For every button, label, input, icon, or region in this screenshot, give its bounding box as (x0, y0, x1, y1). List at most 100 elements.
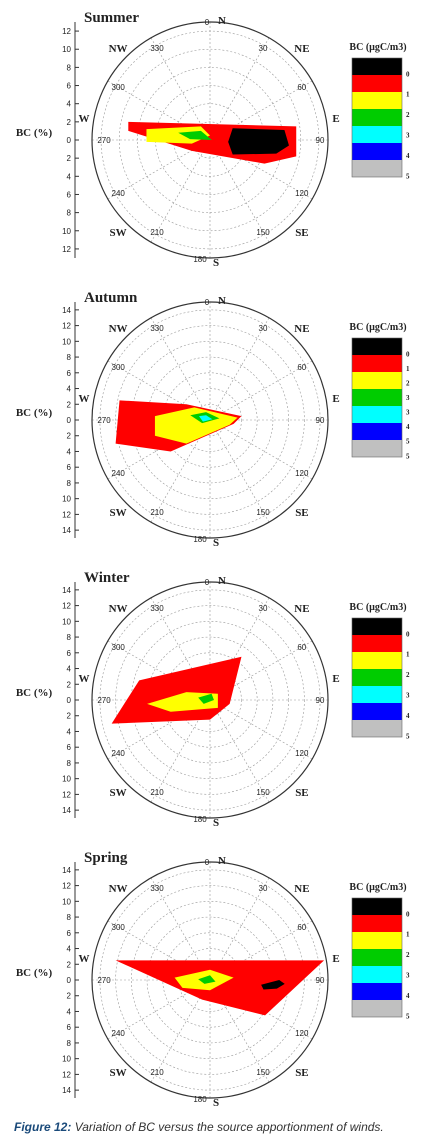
grid-ring (118, 48, 302, 232)
radial-tick-label: 4 (67, 665, 72, 674)
legend-level-label: 1 (406, 651, 410, 659)
polar-chart-summer: 0306090120150180210240270300330NNEESESSW… (16, 10, 410, 269)
radial-tick-label: 8 (67, 63, 72, 72)
radial-tick-label: 8 (67, 479, 72, 488)
data-regions (115, 960, 325, 1016)
legend-swatch (352, 652, 402, 669)
legend-swatch (352, 338, 402, 355)
angle-tick-180: 180 (193, 535, 207, 544)
angle-tick-300: 300 (112, 83, 126, 92)
angle-tick-150: 150 (256, 508, 270, 517)
angle-tick-180: 180 (193, 1095, 207, 1104)
radial-tick-label: 10 (62, 775, 71, 784)
grid-ring (131, 621, 289, 779)
direction-ne: NE (294, 883, 309, 895)
angle-tick-270: 270 (97, 976, 111, 985)
angle-tick-90: 90 (316, 136, 325, 145)
legend-level-label: 4 (406, 423, 410, 431)
chart-title: Spring (84, 850, 128, 866)
legend-swatch (352, 669, 402, 686)
angle-tick-120: 120 (295, 749, 309, 758)
region-level-3 (178, 130, 212, 140)
angle-tick-240: 240 (112, 749, 126, 758)
grid-ring (99, 309, 321, 531)
polar-chart-winter: 0306090120150180210240270300330NNEESESSW… (16, 570, 410, 829)
grid-ring (115, 885, 305, 1075)
radial-tick-label: 4 (67, 1007, 72, 1016)
direction-n: N (218, 15, 226, 27)
legend-level-label: 1 (406, 91, 410, 99)
legend-swatch (352, 1000, 402, 1017)
legend-swatch (352, 355, 402, 372)
angle-tick-120: 120 (295, 1029, 309, 1038)
legend-swatch (352, 406, 402, 423)
data-regions (128, 121, 297, 164)
legend-level-label: 4 (406, 712, 410, 720)
legend-swatch (352, 58, 402, 75)
legend-swatch (352, 440, 402, 457)
angle-labels: 0 30 60 90 120 150 180 210 240 270 300 330 (97, 578, 325, 824)
radial-axis-title: BC (%) (16, 687, 53, 699)
angle-tick-210: 210 (150, 1068, 164, 1077)
region-level-2 (154, 407, 238, 444)
polar-chart-spring: 0306090120150180210240270300330NNEESESSW… (16, 850, 410, 1109)
compass-labels: N NE E SE S SW W NW (79, 295, 340, 549)
radial-axis: 0 2 2 4 4 6 6 8 8 10 10 12 12 14 14 (62, 302, 79, 538)
compass-labels: N NE E SE S SW W NW (79, 575, 340, 829)
legend-level-label: 2 (406, 951, 410, 959)
legend-swatch (352, 949, 402, 966)
direction-e: E (332, 113, 339, 125)
region-level-3 (198, 975, 216, 984)
direction-nw: NW (109, 883, 128, 895)
radial-tick-label: 2 (67, 118, 72, 127)
radial-tick-label: 0 (67, 136, 72, 145)
radial-tick-label: 14 (62, 526, 71, 535)
region-level-1 (115, 960, 325, 1016)
radial-tick-label: 6 (67, 369, 72, 378)
legend-level-label: 5 (406, 172, 410, 180)
radial-tick-label: 12 (62, 1070, 71, 1079)
angle-tick-60: 60 (297, 643, 306, 652)
angle-tick-210: 210 (150, 228, 164, 237)
angle-tick-270: 270 (97, 136, 111, 145)
legend-title: BC (µgC/m3) (349, 42, 406, 53)
angle-tick-270: 270 (97, 416, 111, 425)
radial-tick-label: 2 (67, 960, 72, 969)
legend-swatch (352, 75, 402, 92)
radial-axis-title: BC (%) (16, 967, 53, 979)
angle-tick-300: 300 (112, 643, 126, 652)
angle-tick-90: 90 (316, 416, 325, 425)
panel-winter: 0 30 60 90 120 150 180 210 240 270 300 330 N NE E SE S SW… (0, 560, 430, 840)
grid-ring (131, 341, 289, 499)
chart-title: Winter (84, 570, 130, 586)
direction-n: N (218, 855, 226, 867)
radial-tick-label: 14 (62, 586, 71, 595)
legend-frame (351, 337, 403, 458)
compass-labels: N NE E SE S SW W NW (79, 15, 340, 269)
radial-tick-label: 6 (67, 82, 72, 91)
direction-s: S (213, 1097, 219, 1109)
radial-tick-label: 4 (67, 447, 72, 456)
direction-w: W (79, 673, 90, 685)
direction-e: E (332, 953, 339, 965)
legend-level-label: 5 (406, 438, 410, 446)
radial-tick-label: 10 (62, 45, 71, 54)
direction-se: SE (295, 1067, 308, 1079)
angle-tick-180: 180 (193, 815, 207, 824)
angle-labels: 0 30 60 90 120 150 180 210 240 270 300 330 (97, 298, 325, 544)
angle-tick-60: 60 (297, 363, 306, 372)
legend-swatch (352, 898, 402, 915)
outer-ring (91, 861, 329, 1099)
radial-tick-label: 10 (62, 897, 71, 906)
radial-tick-label: 10 (62, 1055, 71, 1064)
legend-swatch (352, 372, 402, 389)
direction-nw: NW (109, 43, 128, 55)
region-level-0 (261, 980, 285, 990)
angle-tick-210: 210 (150, 508, 164, 517)
caption-text: Variation of BC versus the source apport… (74, 1120, 384, 1134)
angle-tick-60: 60 (297, 923, 306, 932)
radial-tick-label: 14 (62, 806, 71, 815)
legend-swatch (352, 966, 402, 983)
legend-frame (351, 617, 403, 738)
angle-tick-30: 30 (259, 44, 268, 53)
